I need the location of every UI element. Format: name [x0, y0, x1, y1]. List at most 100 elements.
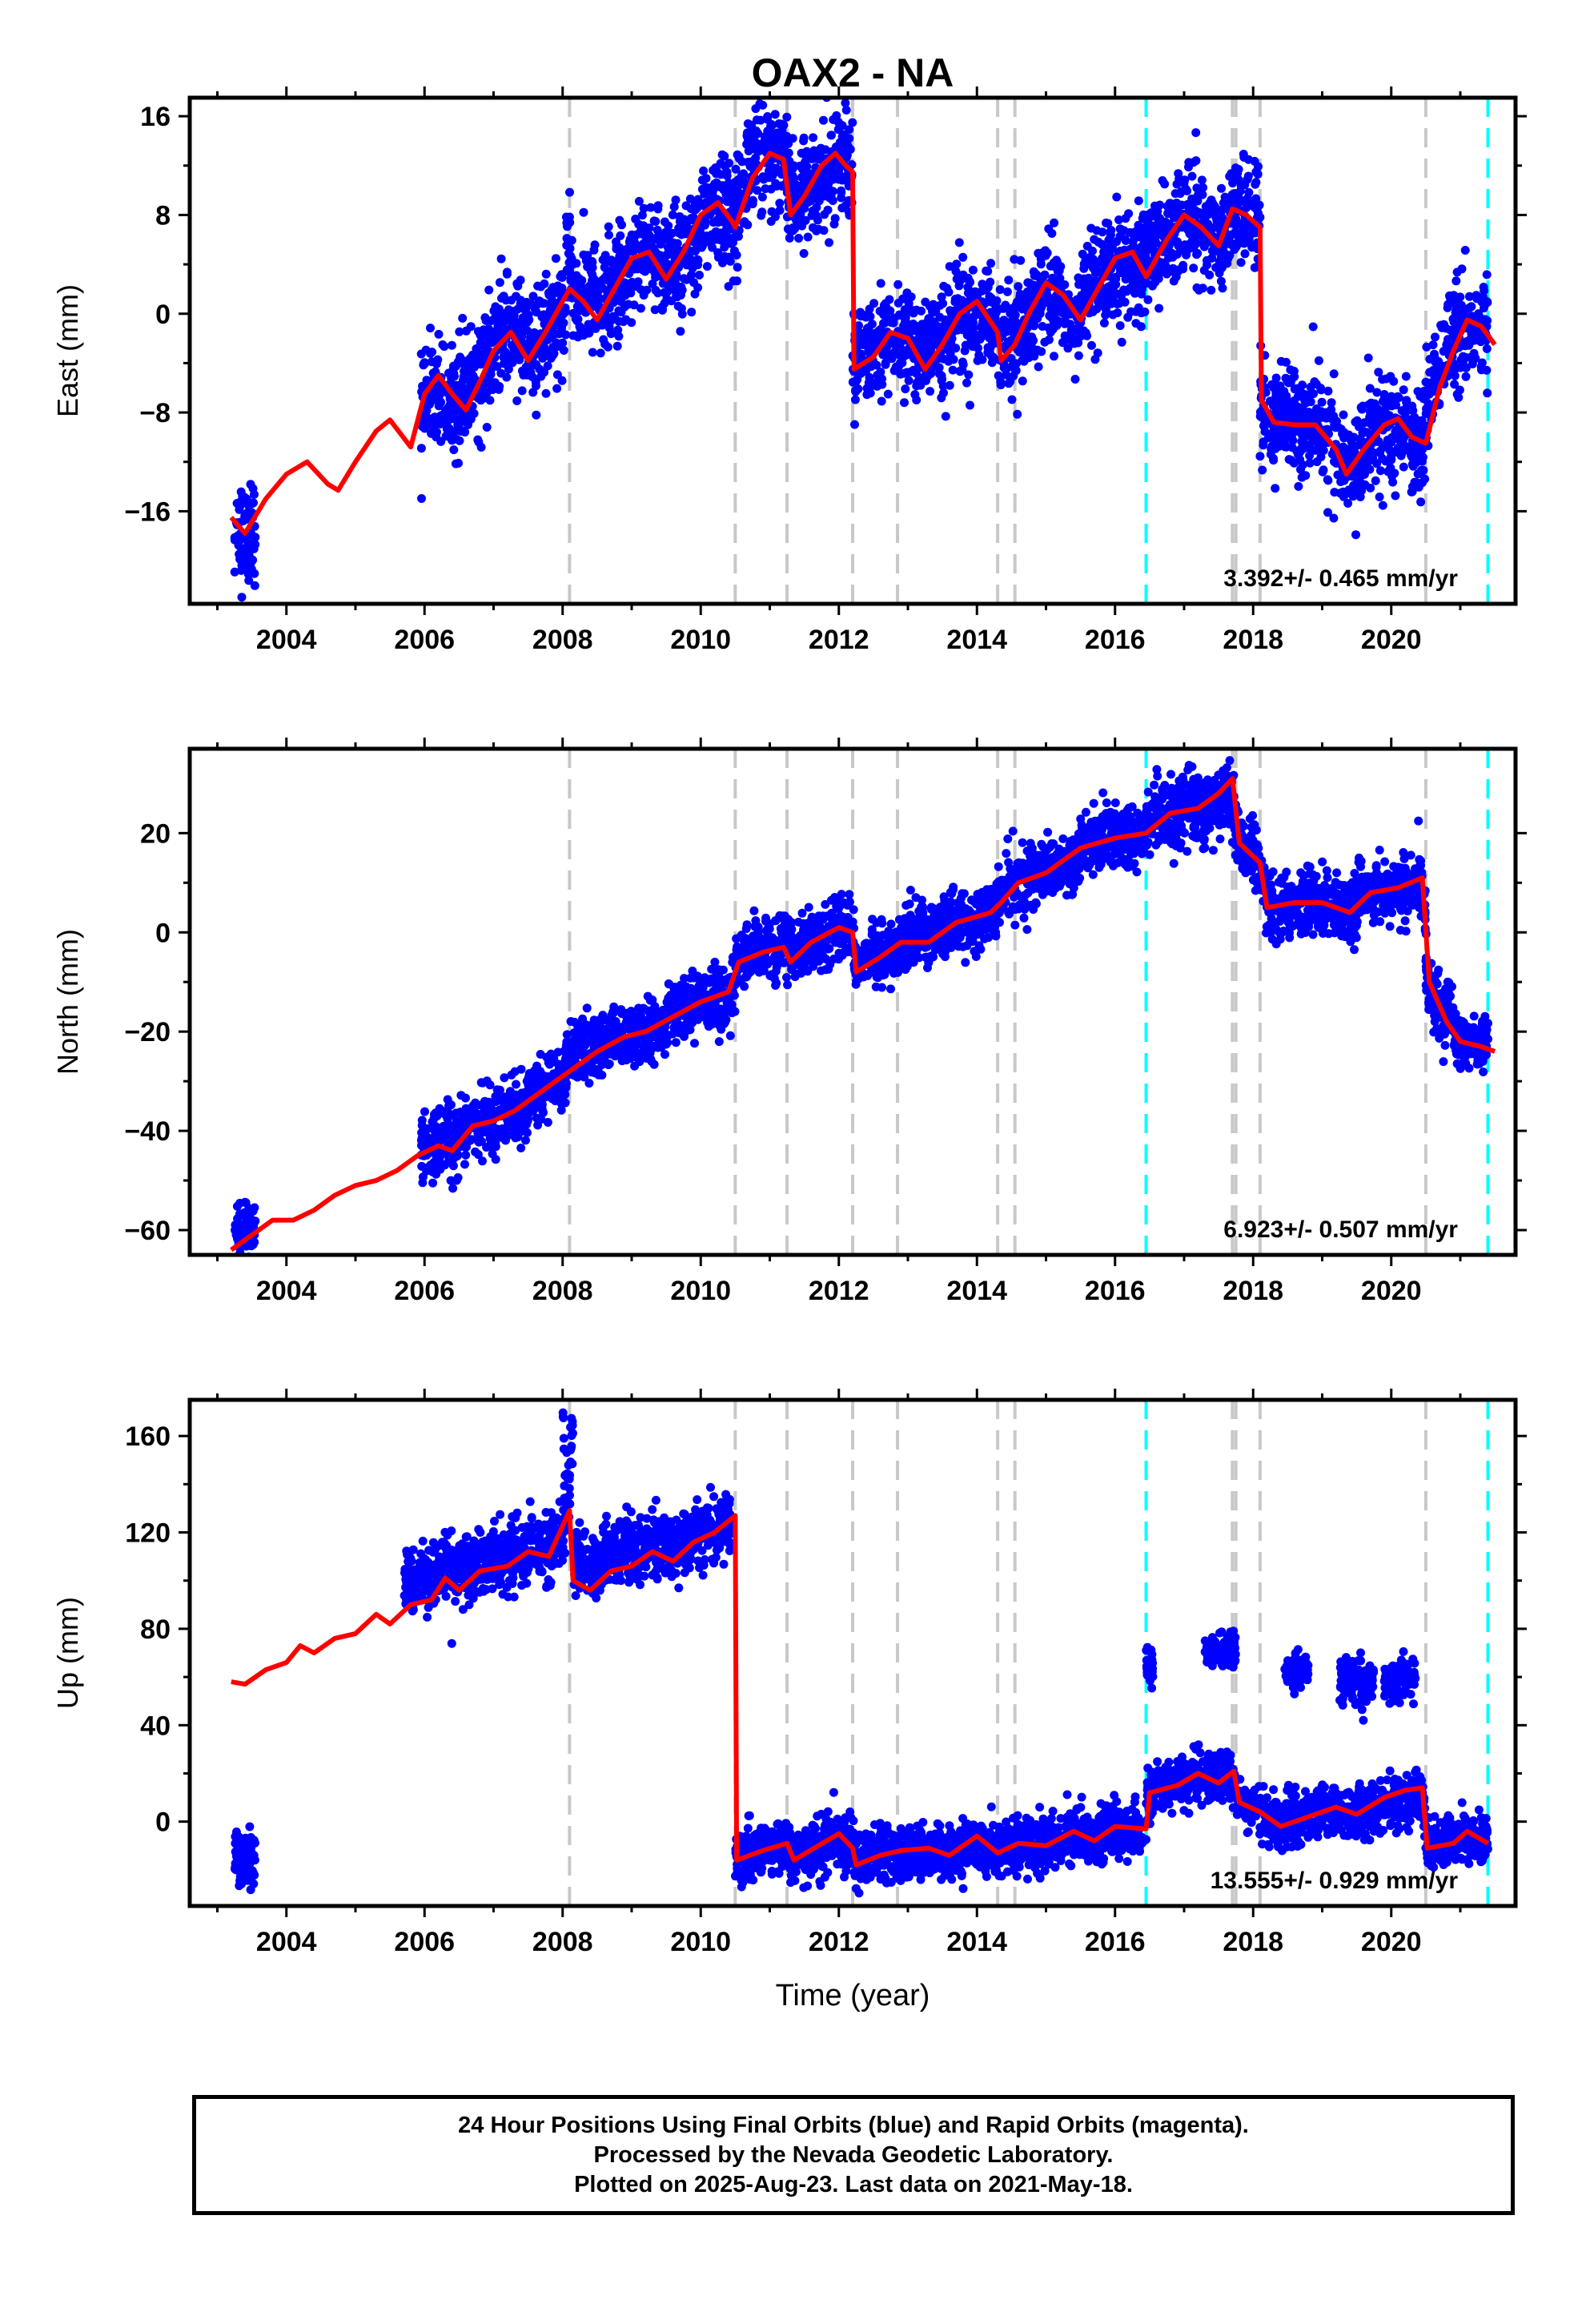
data-point	[1454, 392, 1464, 402]
data-point	[582, 1003, 592, 1013]
data-point	[1104, 235, 1114, 245]
data-point	[917, 306, 926, 316]
plot-area	[230, 749, 1496, 1255]
data-point	[504, 1117, 513, 1127]
data-point	[1203, 260, 1212, 270]
data-point	[468, 1101, 478, 1111]
data-point	[1018, 376, 1027, 386]
data-point	[1087, 340, 1096, 350]
data-point	[821, 180, 831, 190]
data-point	[448, 1184, 458, 1193]
data-point	[502, 267, 512, 277]
data-point	[1316, 452, 1326, 462]
data-point	[608, 298, 618, 308]
y-tick-label: −16	[124, 497, 171, 527]
data-point	[893, 279, 903, 289]
data-point	[1429, 376, 1439, 386]
data-point	[573, 332, 583, 342]
data-point	[444, 1101, 453, 1111]
data-point	[1476, 313, 1485, 322]
data-point	[1052, 321, 1062, 330]
data-point	[630, 281, 640, 291]
data-point	[912, 368, 921, 378]
data-point	[619, 317, 628, 327]
data-point	[1048, 296, 1058, 305]
data-point	[504, 305, 513, 315]
data-point	[1399, 462, 1408, 472]
data-point	[1242, 203, 1251, 212]
data-point	[720, 243, 729, 252]
data-point	[417, 1161, 427, 1171]
data-point	[896, 369, 905, 379]
data-point	[1140, 308, 1150, 316]
data-point	[767, 207, 777, 216]
data-point	[426, 1160, 436, 1170]
data-point	[1006, 376, 1015, 386]
data-point	[945, 262, 954, 271]
data-point	[799, 133, 809, 143]
data-point	[873, 371, 882, 380]
data-point	[745, 132, 754, 142]
data-point	[1239, 150, 1248, 159]
data-point	[687, 255, 697, 264]
data-point	[699, 166, 709, 175]
data-point	[1303, 431, 1312, 440]
data-point	[640, 223, 650, 233]
data-point	[685, 194, 695, 203]
data-points	[230, 98, 1492, 602]
data-point	[642, 285, 652, 295]
data-point	[686, 214, 696, 223]
data-point	[237, 593, 247, 602]
data-point	[1308, 322, 1318, 332]
data-point	[1290, 372, 1299, 381]
data-point	[1391, 400, 1400, 410]
data-point	[508, 351, 517, 360]
data-point	[1461, 372, 1471, 381]
data-point	[1134, 196, 1143, 206]
data-point	[996, 380, 1006, 390]
data-point	[543, 1118, 552, 1127]
data-point	[1136, 322, 1146, 332]
data-point	[1303, 394, 1312, 404]
data-point	[865, 312, 875, 321]
data-point	[1080, 283, 1090, 292]
data-point	[1036, 304, 1046, 313]
data-point	[676, 327, 685, 336]
data-point	[494, 384, 504, 394]
data-point	[1412, 424, 1422, 434]
data-point	[679, 258, 689, 267]
data-point	[496, 254, 506, 263]
data-point	[1084, 273, 1094, 283]
data-point	[1010, 311, 1020, 320]
data-point	[937, 393, 946, 403]
data-point	[797, 181, 806, 191]
data-point	[1343, 499, 1353, 508]
data-point	[584, 320, 593, 329]
data-point	[758, 172, 768, 182]
data-point	[813, 185, 823, 195]
data-point	[1480, 297, 1489, 307]
data-point	[1456, 292, 1465, 302]
data-point	[1465, 352, 1475, 362]
data-point	[929, 300, 938, 309]
data-point	[677, 230, 686, 239]
data-point	[819, 115, 828, 125]
data-point	[946, 337, 955, 347]
data-point	[542, 1072, 552, 1081]
data-point	[1187, 171, 1197, 181]
data-point	[1125, 258, 1134, 267]
data-point	[1063, 344, 1073, 353]
data-point	[807, 211, 817, 220]
data-point	[535, 296, 544, 306]
data-point	[1014, 282, 1023, 292]
data-point	[1020, 348, 1030, 358]
data-point	[516, 275, 525, 285]
data-point	[783, 224, 793, 234]
data-point	[658, 304, 667, 314]
data-point	[985, 292, 994, 301]
data-point	[1271, 373, 1281, 383]
data-point	[968, 265, 978, 275]
data-point	[513, 1132, 523, 1142]
data-point	[1305, 458, 1315, 468]
data-point	[449, 445, 459, 455]
